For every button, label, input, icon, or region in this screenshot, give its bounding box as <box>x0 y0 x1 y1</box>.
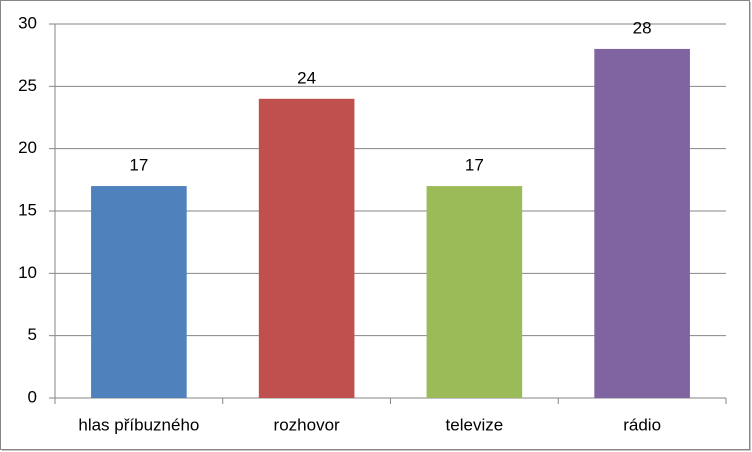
y-tick-label: 5 <box>28 325 37 344</box>
y-tick-label: 0 <box>28 387 37 406</box>
data-label: 17 <box>465 156 484 175</box>
x-tick-label: televize <box>446 415 504 434</box>
data-label: 17 <box>129 156 148 175</box>
bar <box>594 48 690 398</box>
bar <box>258 98 355 399</box>
x-tick-label: hlas příbuzného <box>78 415 199 434</box>
data-label: 28 <box>633 18 652 37</box>
x-tick-label: rádio <box>623 415 661 434</box>
y-tick-label: 10 <box>18 263 37 282</box>
bar <box>91 186 187 398</box>
y-tick-label: 20 <box>18 138 37 157</box>
y-tick-label: 15 <box>18 200 37 219</box>
bar <box>426 186 523 398</box>
y-tick-label: 25 <box>18 76 37 95</box>
y-tick-label: 30 <box>18 13 37 32</box>
x-tick-label: rozhovor <box>274 415 340 434</box>
data-label: 24 <box>297 68 316 87</box>
